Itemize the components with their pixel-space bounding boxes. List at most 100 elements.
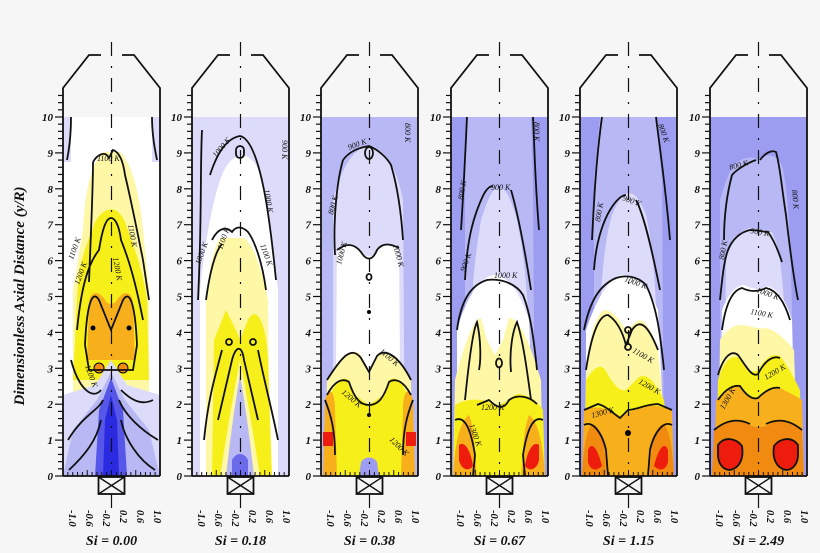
x-tick-label: 0.6: [134, 510, 145, 524]
svg-text:1200 K: 1200 K: [111, 257, 124, 282]
y-tick-label: 7: [306, 220, 312, 232]
x-tick-label: -0.6: [212, 510, 223, 527]
panel-frame: [572, 42, 678, 508]
y-tick-label: 8: [436, 184, 442, 196]
y-tick-label: 8: [565, 184, 571, 196]
panel-si-2.49: 800 K 800 K 800 K 900 K 1000 K 1100 K 12…: [710, 117, 807, 476]
svg-text:800 K: 800 K: [717, 239, 729, 260]
x-tick-label: -0.2: [100, 510, 111, 527]
y-tick-label: 1: [48, 435, 54, 447]
y-tick-label: 2: [435, 399, 442, 411]
y-tick-label: 3: [435, 363, 442, 375]
y-tick-label: 0: [48, 471, 54, 483]
y-tick-label: 9: [306, 148, 312, 160]
y-tick-label: 9: [48, 148, 54, 160]
svg-text:1000 K: 1000 K: [494, 271, 518, 280]
panel-frame: [55, 42, 161, 508]
y-tick-label: 10: [689, 112, 701, 124]
x-tick-label: -0.2: [229, 510, 240, 527]
y-tick-label: 6: [436, 256, 442, 268]
x-tick-label: -0.6: [730, 510, 741, 527]
y-tick-label: 2: [564, 399, 571, 411]
y-tick-label: 9: [436, 148, 442, 160]
svg-text:1200 K: 1200 K: [481, 403, 505, 412]
panel-si-0.18: 1000 K 1000 K 1000 K 1100 K 1100 K 900 K: [192, 117, 289, 476]
x-tick-label: -0.2: [747, 510, 758, 527]
y-tick-label: 4: [435, 327, 442, 339]
x-tick-label: -1.0: [66, 510, 77, 527]
y-tick-label: 4: [176, 327, 183, 339]
x-tick-label: 1.0: [151, 510, 162, 524]
x-tick-label: -0.6: [341, 510, 352, 527]
y-tick-label: 0: [177, 471, 183, 483]
panel-frame: [313, 42, 419, 508]
y-tick-label: 4: [47, 327, 54, 339]
x-tick-label: -1.0: [713, 510, 724, 527]
y-tick-label: 1: [695, 435, 701, 447]
y-tick-label: 0: [306, 471, 312, 483]
panel-frames: [55, 42, 808, 508]
y-tick-label: 8: [306, 184, 312, 196]
y-tick-label: 0: [695, 471, 701, 483]
x-tick-label: -1.0: [454, 510, 465, 527]
y-tick-label: 9: [565, 148, 571, 160]
x-tick-label: 0.2: [505, 510, 516, 524]
y-axis-label: Dimensionless Axial Distance (y/R): [12, 186, 28, 406]
y-tick-label: 5: [565, 292, 571, 304]
svg-text:800 K: 800 K: [403, 123, 412, 143]
svg-text:1000 K: 1000 K: [262, 189, 275, 214]
svg-text:800 K: 800 K: [790, 189, 801, 210]
x-tick-label: 0.6: [522, 510, 533, 524]
panel-frame: [184, 42, 290, 508]
y-tick-label: 9: [695, 148, 701, 160]
y-tick-label: 7: [436, 220, 442, 232]
y-tick-label: 6: [48, 256, 54, 268]
x-tick-label: 0.2: [634, 510, 645, 524]
panel-title: Si = 0.67: [474, 534, 526, 549]
y-tick-label: 5: [306, 292, 312, 304]
x-tick-label: 0.6: [263, 510, 274, 524]
y-tick-label: 10: [300, 112, 312, 124]
x-tick-label: 0.2: [375, 510, 386, 524]
x-tick-label: -0.2: [488, 510, 499, 527]
panel-frame: [702, 42, 808, 508]
panel-title: Si = 0.38: [344, 534, 395, 549]
y-tick-label: 5: [48, 292, 54, 304]
y-tick-label: 5: [695, 292, 701, 304]
y-tick-label: 0: [436, 471, 442, 483]
y-tick-label: 9: [177, 148, 183, 160]
y-tick-label: 8: [177, 184, 183, 196]
y-tick-label: 10: [42, 112, 54, 124]
svg-text:900 K: 900 K: [280, 140, 289, 160]
y-tick-label: 3: [305, 363, 312, 375]
x-tick-label: -0.6: [600, 510, 611, 527]
y-tick-label: 8: [695, 184, 701, 196]
x-tick-label: 0.2: [764, 510, 775, 524]
svg-text:800 K: 800 K: [532, 122, 541, 142]
y-tick-label: 7: [177, 220, 183, 232]
x-tick-label: 0.6: [781, 510, 792, 524]
y-tick-label: 4: [694, 327, 701, 339]
panel-frame: [443, 42, 549, 508]
y-tick-label: 6: [306, 256, 312, 268]
svg-text:1100 K: 1100 K: [750, 307, 775, 320]
y-tick-label: 1: [565, 435, 571, 447]
x-tick-label: -0.6: [83, 510, 94, 527]
y-tick-label: 1: [177, 435, 183, 447]
panel-title: Si = 0.00: [86, 534, 137, 549]
y-tick-label: 6: [695, 256, 701, 268]
panel-titles: Si = 0.00 Si = 0.18 Si = 0.38 Si = 0.67 Si =…: [86, 534, 784, 549]
y-tick-label: 6: [177, 256, 183, 268]
y-tick-label: 7: [48, 220, 54, 232]
x-tick-label: 1.0: [409, 510, 420, 524]
x-tick-label: 0.2: [117, 510, 128, 524]
y-tick-label: 10: [559, 112, 571, 124]
y-tick-label: 1: [436, 435, 442, 447]
y-tick-label: 5: [436, 292, 442, 304]
svg-text:1100 K: 1100 K: [126, 224, 139, 249]
y-tick-label: 2: [176, 399, 183, 411]
x-tick-label: -0.2: [617, 510, 628, 527]
y-tick-label: 4: [564, 327, 571, 339]
